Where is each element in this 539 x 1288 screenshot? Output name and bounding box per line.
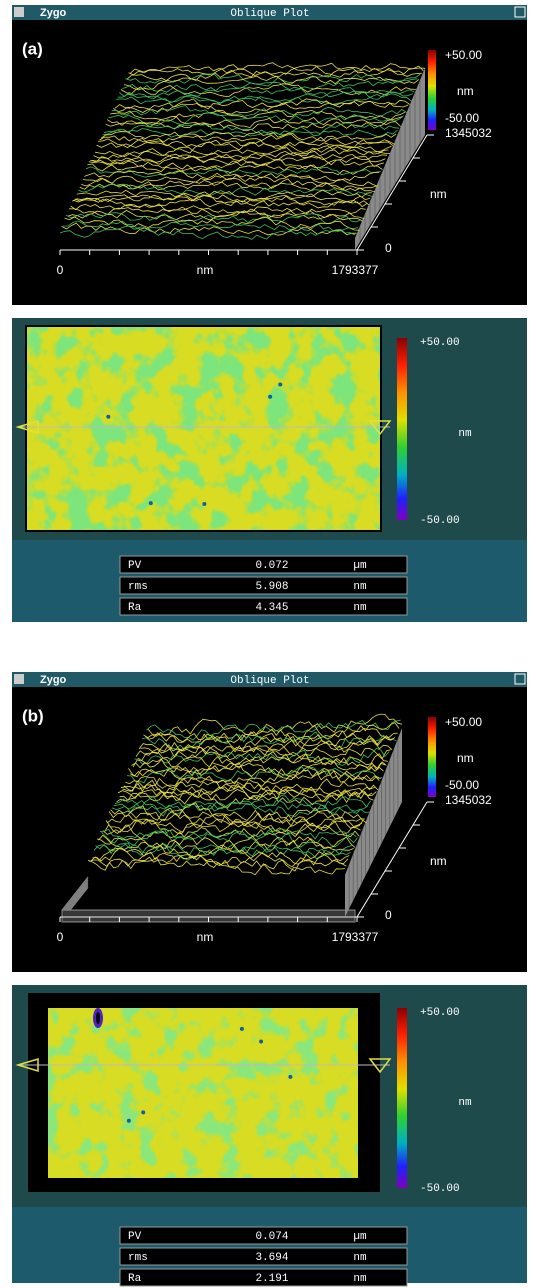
scale-unit: nm — [457, 84, 474, 98]
scale-max: +50.00 — [445, 48, 482, 62]
scale-max: +50.00 — [445, 715, 482, 729]
pit — [141, 1110, 145, 1114]
stat-unit: nm — [353, 1252, 367, 1264]
menu-button[interactable] — [515, 7, 525, 17]
pit — [149, 501, 153, 505]
pit — [278, 382, 282, 386]
pit — [127, 1119, 131, 1123]
pit — [106, 415, 110, 419]
map-color-bar — [397, 338, 407, 520]
scale-unit: nm — [457, 751, 474, 765]
window-title: Oblique Plot — [230, 8, 309, 20]
pit — [288, 1075, 292, 1079]
map-scale-max: +50.00 — [420, 1007, 460, 1019]
stat-unit: nm — [353, 581, 367, 593]
panel-label: (a) — [22, 39, 43, 58]
x-unit: nm — [197, 930, 214, 944]
map-scale-unit: nm — [458, 428, 472, 440]
page: Zygo Oblique Plot (a) 0 nm 1793377 0 nm 1345032 +… — [0, 0, 539, 1288]
stat-value: 3.694 — [255, 1252, 288, 1264]
map-color-bar — [397, 1008, 407, 1188]
pit — [202, 502, 206, 506]
pit — [259, 1039, 263, 1043]
color-bar — [428, 50, 436, 130]
logo: Zygo — [40, 674, 67, 686]
menu-button[interactable] — [515, 674, 525, 684]
stat-value: 5.908 — [255, 581, 288, 593]
y-unit: nm — [430, 854, 447, 868]
close-button[interactable] — [14, 7, 24, 17]
logo: Zygo — [40, 7, 67, 19]
defect-core — [96, 1012, 100, 1024]
stat-unit: µm — [353, 560, 367, 572]
pit — [268, 395, 272, 399]
stat-name: rms — [128, 581, 148, 593]
y-max: 1345032 — [445, 793, 492, 807]
y-min: 0 — [385, 908, 392, 922]
height-map-texture — [27, 327, 380, 530]
stat-name: Ra — [128, 1273, 142, 1285]
stat-value: 2.191 — [255, 1273, 288, 1285]
close-button[interactable] — [14, 674, 24, 684]
stat-unit: nm — [353, 1273, 367, 1285]
x-max: 1793377 — [332, 930, 379, 944]
x-max: 1793377 — [332, 263, 379, 277]
x-unit: nm — [197, 263, 214, 277]
stat-unit: nm — [353, 602, 367, 614]
scale-min: -50.00 — [445, 778, 479, 792]
stat-name: PV — [128, 1231, 142, 1243]
panel-label: (b) — [22, 706, 44, 725]
stat-name: rms — [128, 1252, 148, 1264]
color-bar — [428, 717, 436, 797]
y-unit: nm — [430, 187, 447, 201]
stat-unit: µm — [353, 1231, 367, 1243]
window-title: Oblique Plot — [230, 675, 309, 687]
y-min: 0 — [385, 241, 392, 255]
pit — [240, 1027, 244, 1031]
x-min: 0 — [57, 263, 64, 277]
stat-value: 0.072 — [255, 560, 288, 572]
stat-name: PV — [128, 560, 142, 572]
stat-value: 4.345 — [255, 602, 288, 614]
stat-name: Ra — [128, 602, 142, 614]
map-scale-unit: nm — [458, 1097, 472, 1109]
screenshot: Zygo Oblique Plot (a) 0 nm 1793377 0 nm 1345032 +… — [0, 0, 539, 1288]
map-scale-max: +50.00 — [420, 337, 460, 349]
y-max: 1345032 — [445, 126, 492, 140]
height-map-texture — [48, 1008, 358, 1178]
stat-value: 0.074 — [255, 1231, 288, 1243]
map-scale-min: -50.00 — [420, 1183, 460, 1195]
scale-min: -50.00 — [445, 111, 479, 125]
map-scale-min: -50.00 — [420, 515, 460, 527]
x-min: 0 — [57, 930, 64, 944]
